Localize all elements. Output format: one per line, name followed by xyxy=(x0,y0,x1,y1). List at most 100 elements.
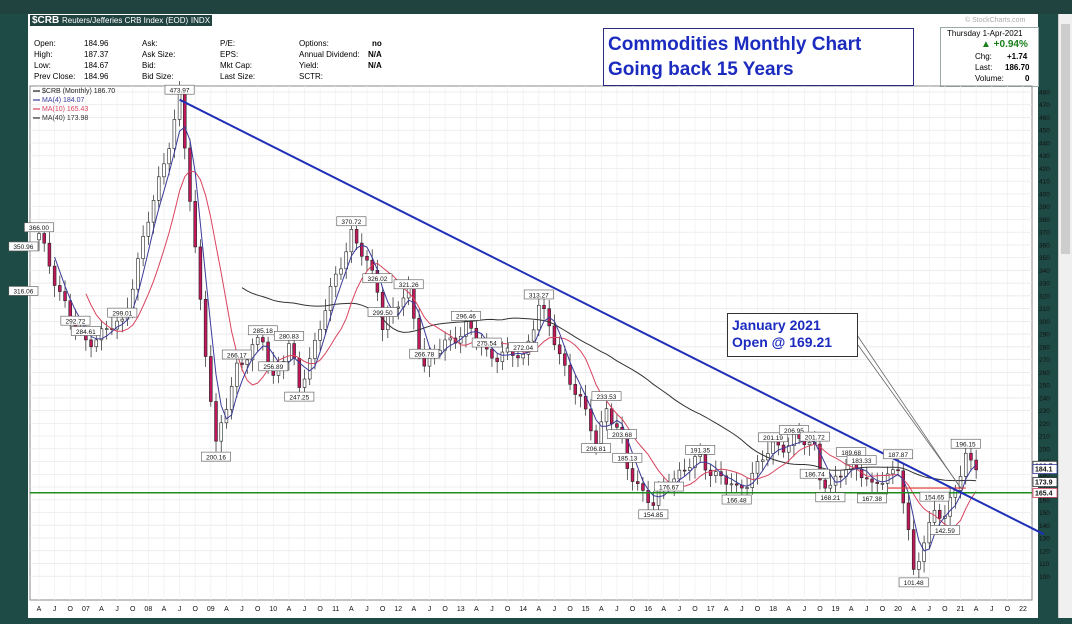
price-tag: 196.15 xyxy=(956,442,976,449)
x-tick-label: O xyxy=(442,606,448,613)
high-value: 187.37 xyxy=(84,50,109,59)
candle-down xyxy=(42,233,46,244)
x-tick-label: 13 xyxy=(457,606,465,613)
candle-up xyxy=(880,483,885,485)
last-label: Last: xyxy=(975,63,993,72)
price-tag-box xyxy=(591,391,622,401)
x-tick-label: 15 xyxy=(582,606,590,613)
x-tick-label: 09 xyxy=(207,606,215,613)
candle-down xyxy=(875,481,879,484)
x-tick-label: O xyxy=(192,606,198,613)
y-tick-label: 460 xyxy=(1039,115,1050,122)
candle-down xyxy=(365,255,369,261)
y-tick-label: 230 xyxy=(1039,408,1050,415)
candle-up xyxy=(313,340,317,359)
x-tick-label: 18 xyxy=(769,606,777,613)
price-tag: 201.19 xyxy=(763,435,783,442)
candle-down xyxy=(974,459,978,471)
x-tick-label: O xyxy=(630,606,636,613)
x-tick-label: J xyxy=(615,606,619,613)
candle-up xyxy=(729,483,734,486)
x-tick-label: 22 xyxy=(1019,606,1027,613)
candle-down xyxy=(490,348,494,359)
sctr-label: SCTR: xyxy=(299,72,323,81)
candle-up xyxy=(94,339,99,348)
candle-up xyxy=(157,176,161,201)
candle-up xyxy=(807,442,812,446)
price-tag-box xyxy=(362,273,393,284)
candle-up xyxy=(115,320,119,330)
candle-down xyxy=(823,479,827,489)
x-tick-label: A xyxy=(224,606,229,613)
scrollbar-thumb[interactable] xyxy=(1061,24,1070,254)
y-tick-label: 430 xyxy=(1039,153,1050,160)
price-tag: 233.53 xyxy=(597,394,617,401)
price-tag: 350.96 xyxy=(13,244,33,251)
candle-up xyxy=(120,318,125,322)
chart-header: $CRB Reuters/Jefferies CRB Index (EOD) I… xyxy=(30,15,213,26)
y-tick-label: 140 xyxy=(1039,523,1050,530)
exchange-label: INDX xyxy=(190,16,211,25)
vertical-scrollbar[interactable] xyxy=(1058,14,1072,618)
x-tick-label: J xyxy=(678,606,682,613)
bid-label: Bid: xyxy=(142,61,156,70)
eps-label: EPS: xyxy=(220,50,239,59)
price-tag-box xyxy=(846,455,877,465)
price-tag: 183.33 xyxy=(852,458,872,465)
summary-box: Thursday 1-Apr-2021 ▲ +0.94% Chg: +1.74 … xyxy=(940,27,1039,87)
x-tick-label: J xyxy=(240,606,244,613)
candle-up xyxy=(891,469,895,475)
candle-up xyxy=(146,221,151,237)
candle-up xyxy=(745,487,749,489)
price-tag: 187.87 xyxy=(888,452,908,459)
y-tick-label: 320 xyxy=(1039,293,1050,300)
candle-up xyxy=(172,119,177,149)
x-tick-label: J xyxy=(303,606,307,613)
candle-up xyxy=(917,561,921,570)
x-tick-label: J xyxy=(740,606,744,613)
y-tick-label: 260 xyxy=(1039,370,1050,377)
candle-down xyxy=(641,483,645,491)
x-tick-label: J xyxy=(990,606,994,613)
candle-up xyxy=(448,337,453,341)
candle-up xyxy=(755,461,760,474)
candle-down xyxy=(203,299,208,357)
price-tag-box xyxy=(409,348,440,359)
x-tick-label: A xyxy=(724,606,729,613)
x-tick-label: O xyxy=(880,606,886,613)
candle-down xyxy=(563,353,567,366)
x-tick-label: A xyxy=(661,606,666,613)
candle-down xyxy=(52,265,57,286)
candle-down xyxy=(776,441,781,446)
candle-up xyxy=(162,163,166,178)
x-tick-label: 21 xyxy=(957,606,965,613)
x-tick-label: A xyxy=(474,606,479,613)
candle-down xyxy=(266,341,270,363)
downtrend-line xyxy=(179,98,1045,536)
x-tick-label: J xyxy=(178,606,182,613)
candle-down xyxy=(193,201,197,248)
january-line2: Open @ 169.21 xyxy=(732,334,833,350)
candle-down xyxy=(573,384,577,395)
open-value: 184.96 xyxy=(84,39,109,48)
price-tag: 296.46 xyxy=(456,314,476,321)
price-tag: 206.95 xyxy=(784,428,804,435)
y-tick-label: 130 xyxy=(1039,536,1050,543)
candle-down xyxy=(906,502,911,530)
candle-up xyxy=(750,472,755,488)
x-tick-label: 08 xyxy=(144,606,152,613)
candle-down xyxy=(818,443,822,481)
price-tag-box xyxy=(758,432,788,443)
price-tag-box xyxy=(799,431,830,442)
candle-up xyxy=(500,351,505,362)
candle-down xyxy=(937,509,942,519)
price-tag: 284.61 xyxy=(76,329,96,336)
price-tag: 326.02 xyxy=(367,276,387,283)
x-tick-label: J xyxy=(865,606,869,613)
x-tick-label: O xyxy=(68,606,74,613)
price-tag-box xyxy=(638,509,669,520)
y-tick-label: 470 xyxy=(1039,102,1050,109)
x-tick-label: A xyxy=(786,606,791,613)
prev-close-label: Prev Close: xyxy=(34,72,76,81)
